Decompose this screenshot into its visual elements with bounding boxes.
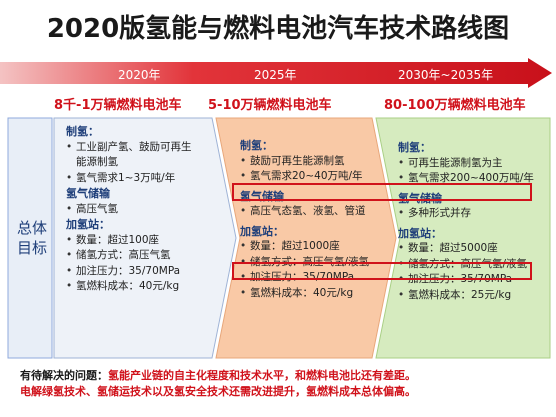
issues-line-1: 氢能产业链的自主化程度和技术水平，和燃料电池比还有差距。 bbox=[108, 369, 416, 382]
bullet-item: • 氢气需求200~400万吨/年 bbox=[398, 172, 534, 184]
bullet-item: • 氢燃料成本：40元/kg bbox=[66, 280, 180, 292]
bullet-item: • 加注压力：35/70MPa bbox=[240, 271, 355, 283]
bullet-item: • 数量：超过1000座 bbox=[240, 240, 340, 252]
year-2030-2035: 2030年~2035年 bbox=[398, 68, 494, 82]
page-title: 2020版氢能与燃料电池汽车技术路线图 bbox=[46, 14, 510, 44]
highlight-station-count bbox=[232, 262, 532, 280]
bullet-item: • 储氢方式：高压气氢/液氢 bbox=[240, 255, 370, 268]
year-2020: 2020年 bbox=[118, 68, 161, 82]
issues-label: 有待解决的问题： bbox=[20, 369, 108, 382]
bullet-item: • 可再生能源制氢为主 bbox=[398, 156, 503, 169]
bullet-continuation: 能源制氢 bbox=[76, 156, 118, 168]
bullet-item: • 鼓励可再生能源制氢 bbox=[240, 154, 345, 167]
bullet-item: • 加注压力：35/70MPa bbox=[66, 264, 181, 277]
section-heading: 氢气储输 bbox=[66, 187, 110, 200]
row-label: 总体 目标 bbox=[16, 219, 47, 257]
section-heading: 制氢： bbox=[66, 125, 99, 138]
section-heading: 制氢： bbox=[240, 139, 273, 152]
bullet-item: • 高压气态氢、液氢、管道 bbox=[240, 205, 366, 217]
issues-line-2: 电解绿氢技术、氢储运技术以及氢安全技术还需改进提升，氢燃料成本总体偏高。 bbox=[20, 385, 416, 398]
section-heading: 加氢站： bbox=[66, 218, 110, 231]
timeline-arrow bbox=[0, 58, 552, 88]
target-2020: 8千-1万辆燃料电池车 bbox=[54, 98, 182, 113]
section-heading: 制氢： bbox=[398, 141, 431, 154]
bullet-item: • 多种形式并存 bbox=[398, 207, 471, 219]
highlight-hydrogen-demand bbox=[232, 183, 532, 201]
year-2025: 2025年 bbox=[254, 68, 297, 82]
bullet-item: • 高压气氢 bbox=[66, 202, 118, 215]
bullet-item: • 储氢方式：高压气氢 bbox=[66, 249, 171, 261]
bullet-item: • 数量：超过5000座 bbox=[398, 242, 498, 254]
section-heading: 加氢站： bbox=[398, 226, 442, 240]
section-heading: 氢气储输 bbox=[398, 191, 442, 205]
bullet-item: • 工业副产氢、鼓励可再生 bbox=[66, 140, 192, 153]
bullet-item: • 氢燃料成本：40元/kg bbox=[240, 286, 354, 299]
bullet-item: • 氢燃料成本：25元/kg bbox=[398, 288, 512, 301]
bullet-item: • 氢气需求1~3万吨/年 bbox=[66, 171, 176, 184]
section-heading: 加氢站： bbox=[240, 224, 284, 238]
issues-note: 有待解决的问题：氢能产业链的自主化程度和技术水平，和燃料电池比还有差距。 电解绿… bbox=[20, 368, 550, 400]
column-2025: 制氢： • 鼓励可再生能源制氢 • 氢气需求20~40万吨/年 氢气储输 • 高压气态… bbox=[240, 138, 390, 301]
column-backgrounds bbox=[7, 117, 551, 359]
target-2030: 80-100万辆燃料电池车 bbox=[384, 98, 526, 113]
target-2025: 5-10万辆燃料电池车 bbox=[208, 98, 332, 113]
column-2030-2035: 制氢： • 可再生能源制氢为主 • 氢气需求200~400万吨/年 氢气储输 • 多种… bbox=[398, 140, 548, 303]
bullet-item: • 氢气需求20~40万吨/年 bbox=[240, 170, 363, 182]
bullet-item: • 数量：超过100座 bbox=[66, 233, 160, 246]
column-2020: 制氢： • 工业副产氢、鼓励可再生 能源制氢 • 氢气需求1~3万吨/年 氢气储输 … bbox=[66, 124, 216, 295]
